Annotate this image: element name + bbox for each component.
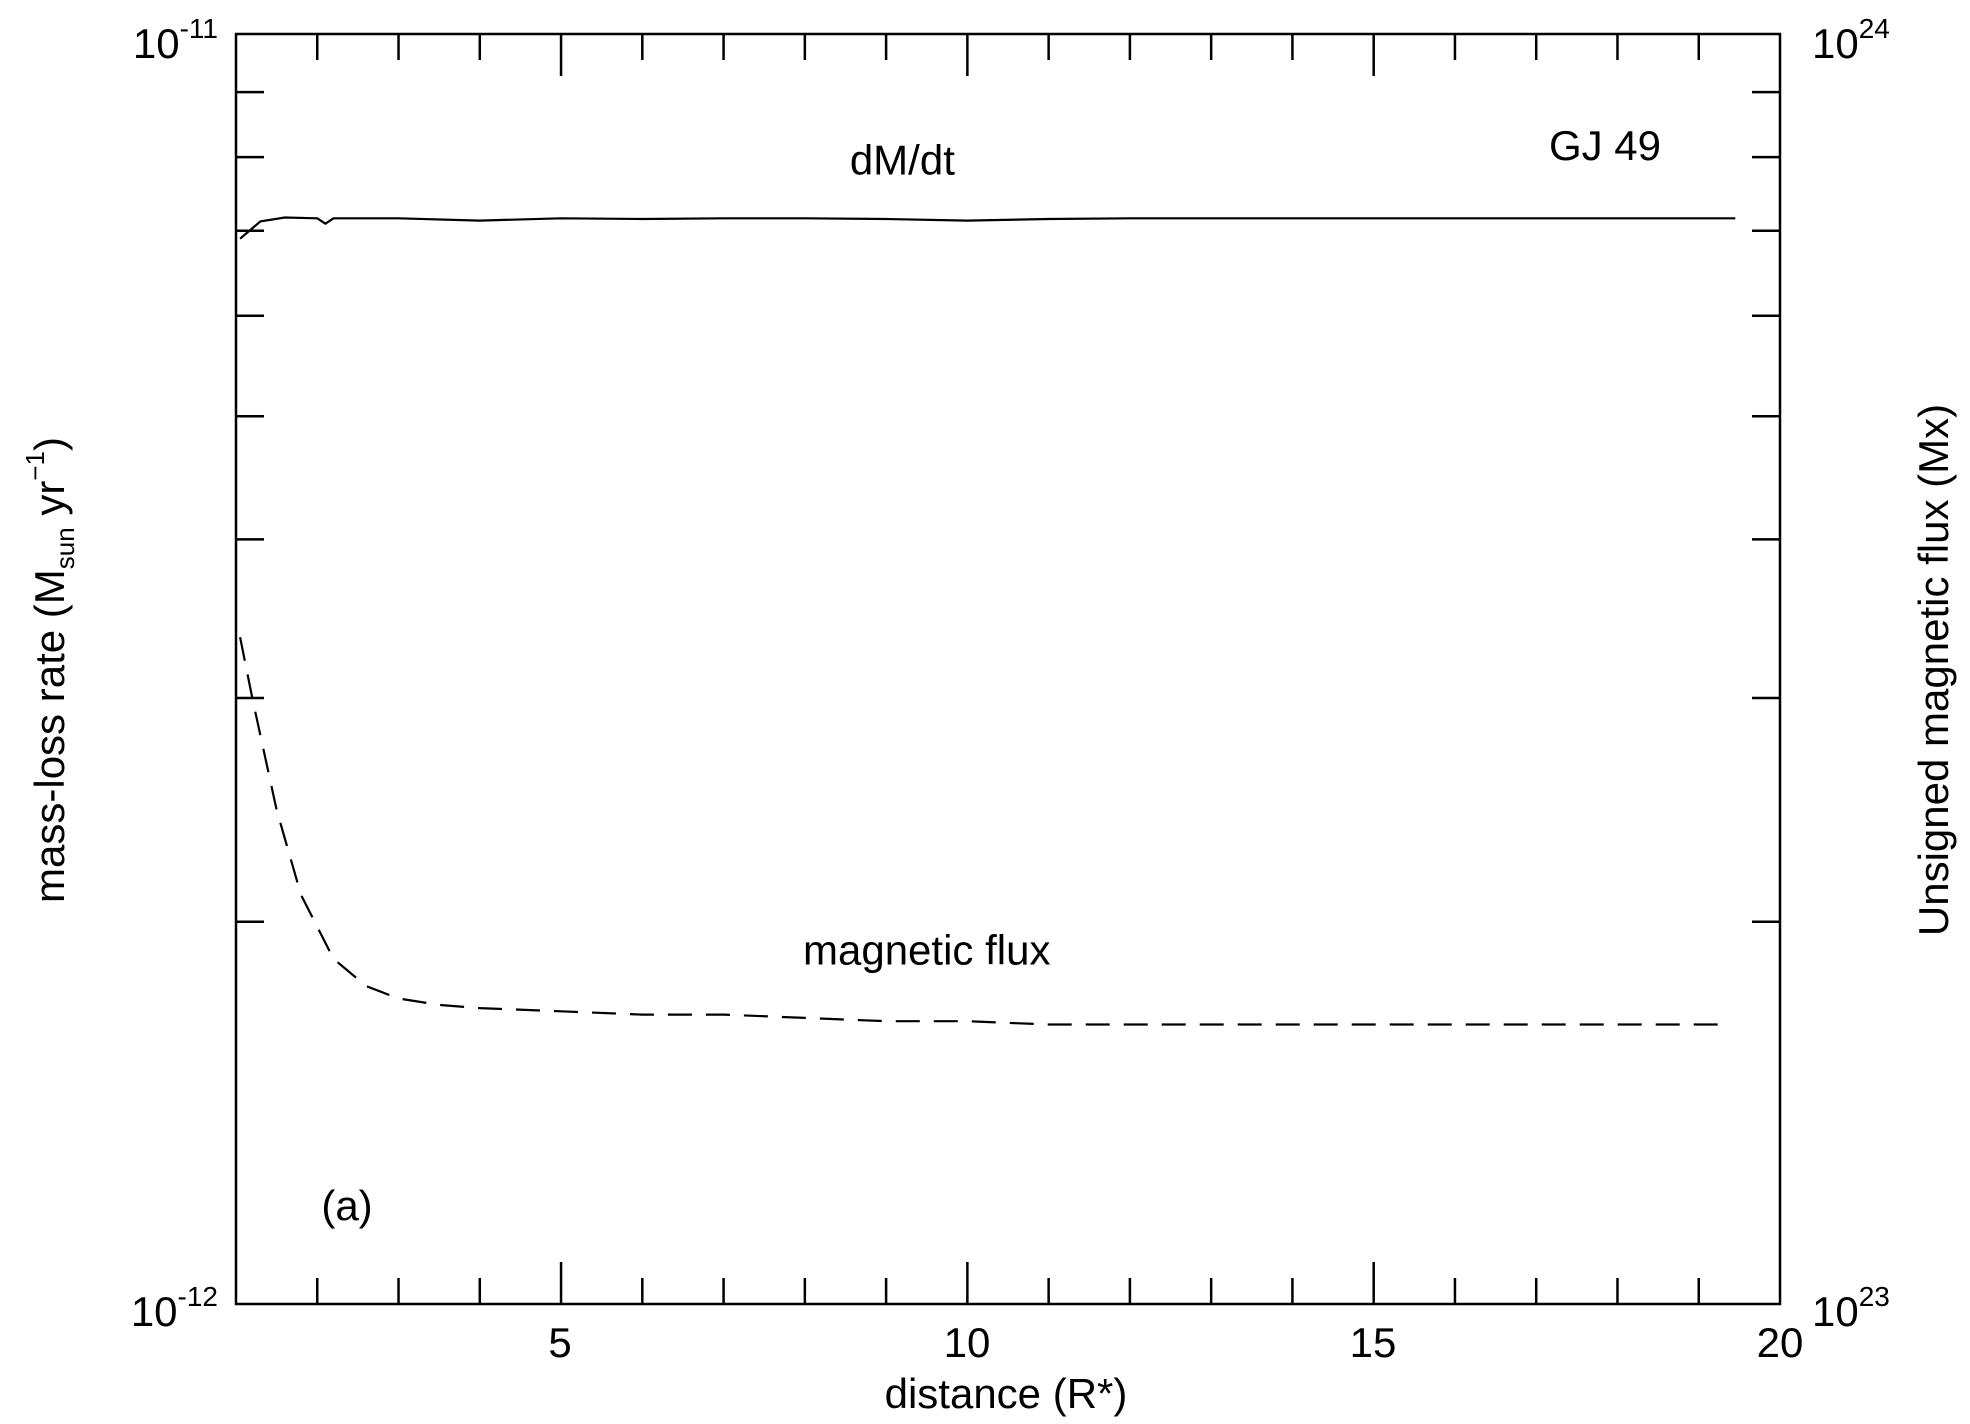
plot-frame [234, 32, 1782, 1306]
y-left-top-tick-label: 10-11 [133, 13, 218, 67]
x-tick-label-15: 15 [1350, 1319, 1397, 1366]
y-right-axis-label: Unsigned magnetic flux (Mx) [1910, 404, 1957, 936]
y-right-top-tick-label: 1024 [1812, 13, 1890, 67]
axis-ticks [236, 34, 1780, 1304]
x-axis-label: distance (R*) [885, 1370, 1128, 1417]
series-layer [239, 216, 1736, 1026]
panel-label: (a) [321, 1182, 372, 1229]
series-line-magnetic-flux [239, 636, 1728, 1026]
y-left-bottom-tick-label: 10-12 [131, 1281, 218, 1335]
y-left-axis-label: mass-loss rate (Msun yr−1) [20, 437, 80, 903]
star-name-annotation: GJ 49 [1549, 122, 1661, 169]
y-right-bottom-tick-label: 1023 [1812, 1281, 1890, 1335]
x-tick-label-5: 5 [548, 1319, 571, 1366]
x-tick-label-20: 20 [1757, 1319, 1804, 1366]
series-line-dm-dt [239, 216, 1736, 240]
series-label-magnetic-flux: magnetic flux [803, 927, 1050, 974]
labels-layer: dM/dt magnetic flux [803, 137, 1050, 974]
x-tick-label-10: 10 [944, 1319, 991, 1366]
series-label-dm-dt: dM/dt [850, 137, 955, 184]
